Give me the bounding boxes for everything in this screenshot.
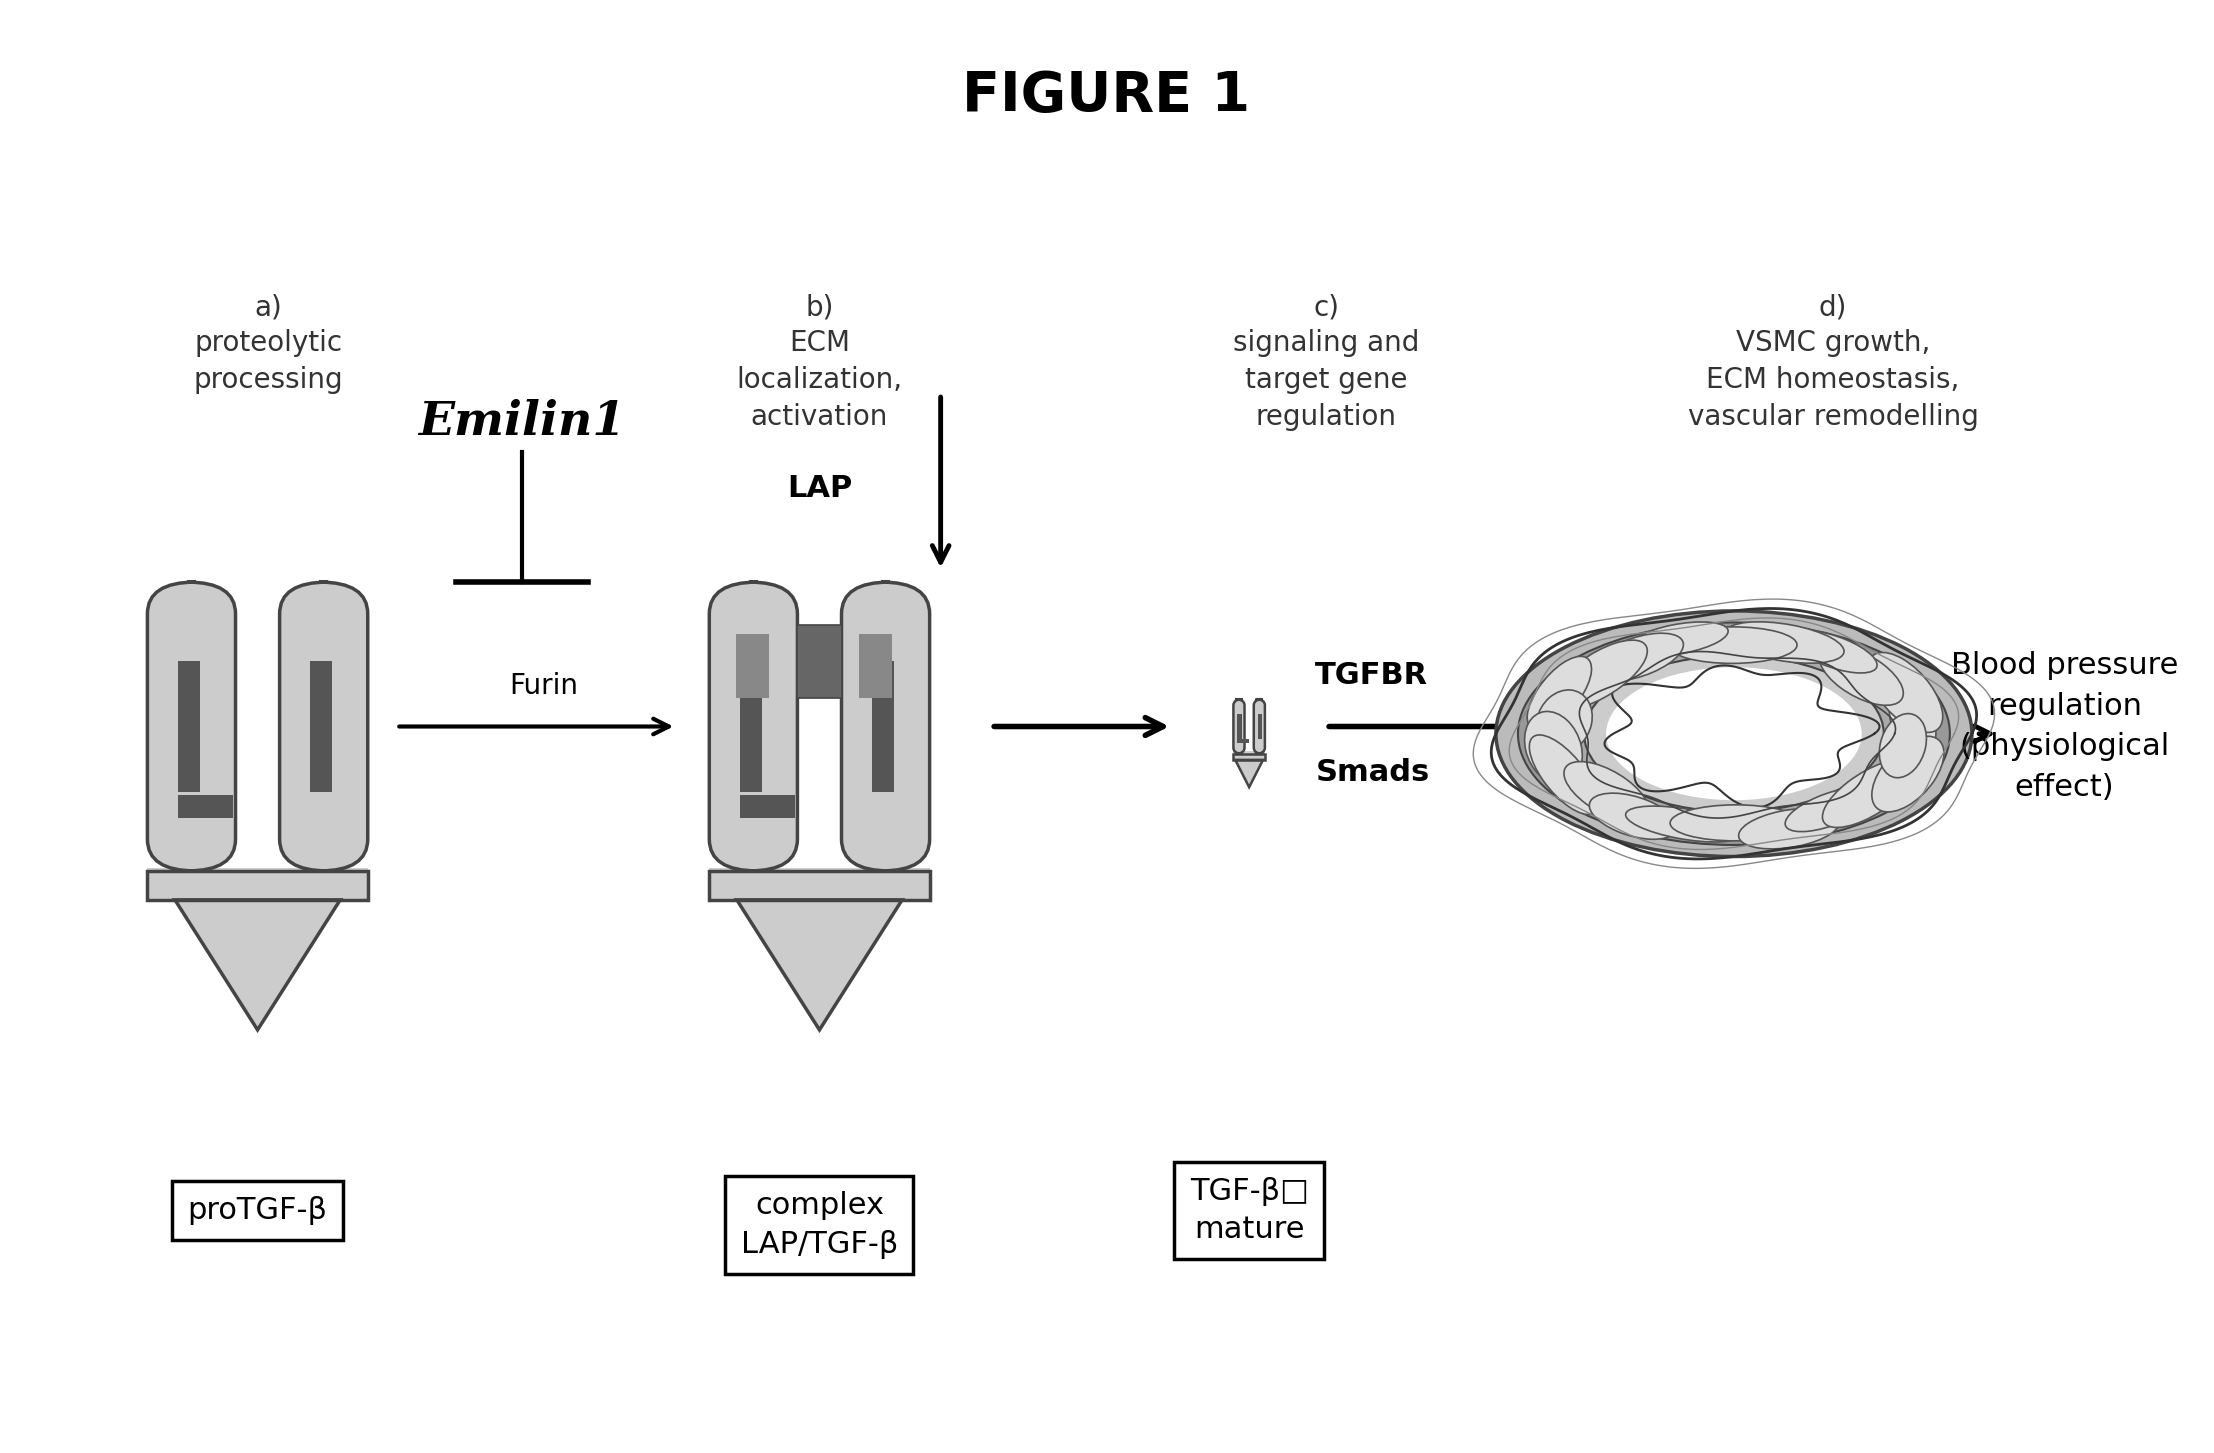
Polygon shape [1235, 760, 1262, 788]
Bar [179, 795, 232, 818]
Ellipse shape [1541, 634, 1928, 834]
Ellipse shape [1889, 683, 1935, 757]
FancyBboxPatch shape [708, 583, 797, 870]
Ellipse shape [1820, 647, 1904, 705]
Ellipse shape [1592, 634, 1683, 681]
Ellipse shape [1605, 667, 1862, 801]
Ellipse shape [1725, 622, 1844, 663]
Bar [1233, 751, 1264, 760]
Ellipse shape [1822, 760, 1915, 828]
FancyBboxPatch shape [1233, 699, 1244, 754]
Ellipse shape [1563, 644, 1906, 824]
Bar [735, 634, 768, 697]
Text: signaling and
target gene
regulation: signaling and target gene regulation [1233, 330, 1419, 432]
Ellipse shape [1871, 737, 1944, 812]
FancyBboxPatch shape [1253, 699, 1264, 754]
Bar [1258, 715, 1262, 738]
Text: FIGURE 1: FIGURE 1 [961, 70, 1251, 124]
Text: complex
LAP/TGF-β: complex LAP/TGF-β [742, 1191, 899, 1258]
Ellipse shape [1880, 713, 1926, 777]
Text: Furin: Furin [509, 673, 578, 700]
Text: proteolytic
processing: proteolytic processing [195, 330, 343, 394]
Ellipse shape [1552, 641, 1647, 709]
Text: a): a) [255, 294, 283, 321]
Bar [179, 661, 199, 792]
Bar [310, 661, 332, 792]
Ellipse shape [1530, 735, 1599, 815]
Ellipse shape [1583, 655, 1884, 812]
Ellipse shape [1590, 793, 1676, 840]
FancyBboxPatch shape [841, 583, 930, 870]
Bar [872, 661, 894, 792]
Polygon shape [737, 899, 901, 1030]
Bar [708, 870, 930, 899]
Bar [1238, 740, 1249, 744]
Ellipse shape [1563, 761, 1649, 822]
Ellipse shape [1791, 631, 1877, 673]
Ellipse shape [1669, 805, 1800, 841]
Bar [1233, 754, 1264, 760]
Ellipse shape [1528, 657, 1592, 729]
Polygon shape [175, 899, 341, 1030]
Text: proTGF-β: proTGF-β [188, 1196, 328, 1225]
Ellipse shape [1669, 626, 1798, 664]
Text: ECM
localization,
activation: ECM localization, activation [737, 330, 903, 432]
Text: LAP: LAP [786, 474, 852, 503]
Ellipse shape [1525, 712, 1583, 785]
Text: Smads: Smads [1315, 758, 1430, 788]
Bar [739, 795, 795, 818]
Bar [859, 634, 892, 697]
Bar [739, 661, 762, 792]
Text: TGF-β□
mature: TGF-β□ mature [1189, 1177, 1308, 1244]
Text: Emilin1: Emilin1 [418, 398, 627, 445]
Text: b): b) [806, 294, 835, 321]
Bar [1238, 715, 1242, 738]
Bar [797, 625, 841, 697]
Ellipse shape [1625, 806, 1742, 841]
Ellipse shape [1738, 808, 1840, 849]
Ellipse shape [1537, 690, 1592, 754]
Bar [708, 867, 930, 899]
Ellipse shape [1630, 622, 1729, 655]
Ellipse shape [1519, 622, 1951, 846]
FancyBboxPatch shape [148, 583, 235, 870]
Bar [148, 867, 368, 899]
Ellipse shape [1497, 610, 1973, 856]
Bar [148, 870, 368, 899]
Text: c): c) [1313, 294, 1339, 321]
Ellipse shape [1784, 788, 1873, 831]
Ellipse shape [1614, 673, 1853, 795]
Text: Blood pressure
regulation
(physiological
effect): Blood pressure regulation (physiological… [1951, 651, 2179, 802]
Text: VSMC growth,
ECM homeostasis,
vascular remodelling: VSMC growth, ECM homeostasis, vascular r… [1687, 330, 1979, 432]
Ellipse shape [1869, 652, 1942, 732]
Text: TGFBR: TGFBR [1315, 661, 1428, 690]
Text: d): d) [1820, 294, 1846, 321]
FancyBboxPatch shape [279, 583, 368, 870]
